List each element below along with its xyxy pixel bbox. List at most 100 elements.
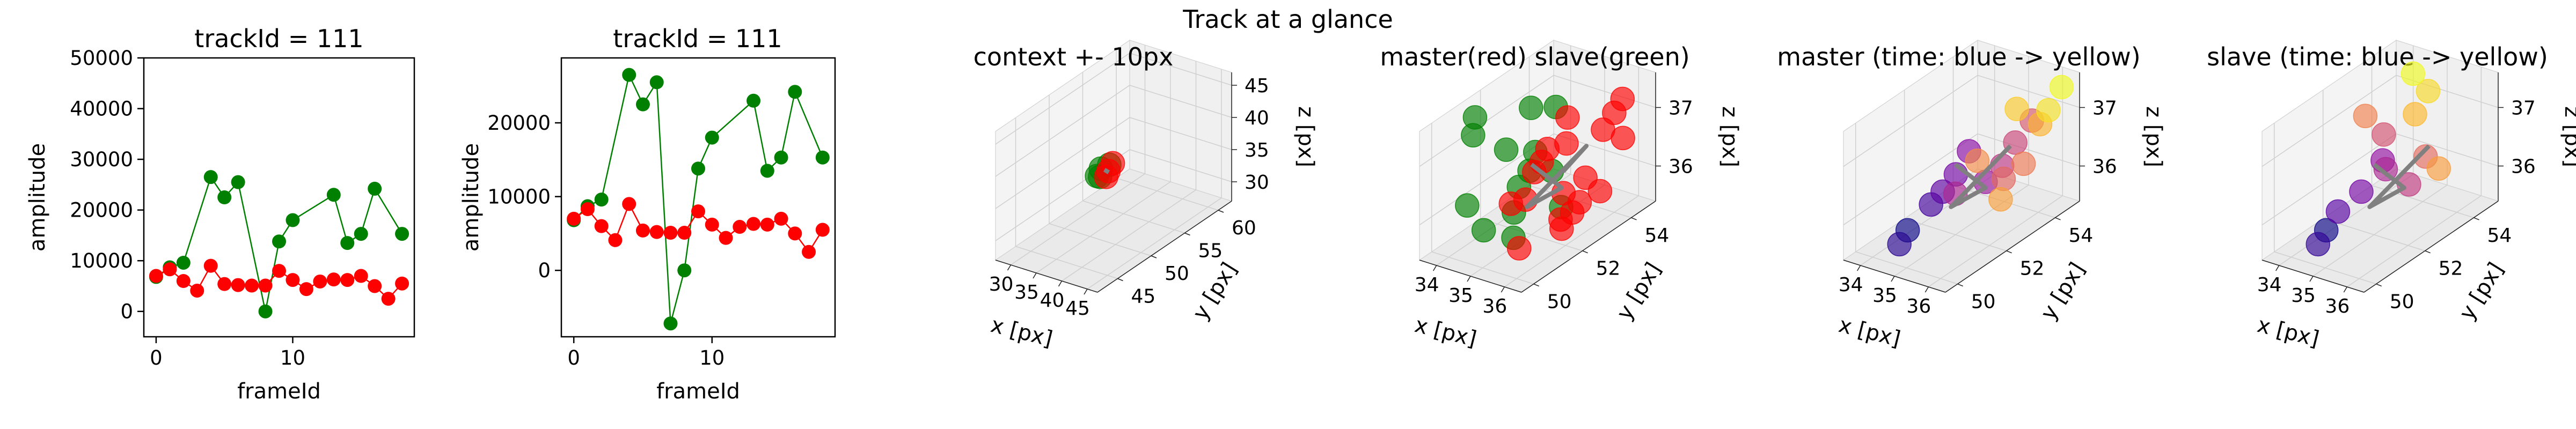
x-tick-label: 36 xyxy=(1906,295,1931,317)
data-point xyxy=(381,292,396,306)
data-point xyxy=(1991,166,2016,191)
y-axis-line xyxy=(1521,201,1656,293)
data-point xyxy=(1965,148,1990,173)
z-gridline xyxy=(2262,133,2499,226)
data-point xyxy=(719,231,733,245)
x-gridline xyxy=(1504,67,1640,287)
z-gridline xyxy=(1843,133,2080,226)
data-point xyxy=(395,227,409,241)
chart-title: context +- 10px xyxy=(974,42,1174,71)
z-gridline xyxy=(995,149,1232,241)
z-tick-label: 40 xyxy=(1245,107,1269,129)
y-tick-label: 10000 xyxy=(487,186,551,209)
y-tick xyxy=(1631,217,1637,220)
plot-area xyxy=(1085,151,1125,189)
y-gridline xyxy=(1431,123,1534,285)
data-point xyxy=(774,150,788,165)
y-tick-label: 45 xyxy=(1131,286,1156,308)
x-tick xyxy=(1007,264,1012,271)
data-point xyxy=(313,274,327,289)
x-tick xyxy=(1891,276,1895,282)
y-tick-label: 50000 xyxy=(70,47,133,70)
x-tick-label: 35 xyxy=(1448,285,1473,307)
z-tick-label: 37 xyxy=(1668,97,1693,119)
data-point xyxy=(622,197,636,211)
x-axis-label: frameId xyxy=(656,379,740,404)
data-point xyxy=(176,255,191,270)
line-chart-1: 0 10 0 10000 20000 30000 40000 50000 trackId = 1… xyxy=(25,24,415,404)
data-point xyxy=(774,211,788,226)
y-tick-label: 52 xyxy=(1596,258,1621,280)
data-point xyxy=(231,278,245,292)
y-axis-label: y [px] xyxy=(1188,258,1242,324)
plot-area xyxy=(1455,86,1635,261)
chart-title: master(red) slave(green) xyxy=(1380,42,1689,71)
x-axis-label: x [px] xyxy=(1412,313,1479,352)
data-point xyxy=(691,161,705,176)
x-tick-label: 36 xyxy=(2325,295,2350,317)
data-point xyxy=(368,181,382,196)
data-point xyxy=(1455,193,1480,218)
y-tick xyxy=(2473,217,2479,220)
data-point xyxy=(815,223,830,237)
data-point xyxy=(677,226,692,240)
plot-area xyxy=(1887,75,2074,257)
x-tick-label: 30 xyxy=(989,273,1014,295)
data-point xyxy=(2036,98,2061,123)
data-point xyxy=(594,193,609,207)
data-point xyxy=(203,170,218,184)
data-point xyxy=(2349,179,2374,204)
y-tick-label: 54 xyxy=(1645,225,1670,247)
axes-frame xyxy=(560,57,836,338)
data-point xyxy=(788,226,802,241)
data-point xyxy=(663,316,678,331)
y-gridline xyxy=(1082,72,1185,234)
data-point xyxy=(286,213,300,227)
z-gridline xyxy=(995,117,1232,209)
x-tick-label: 35 xyxy=(2291,285,2316,307)
z-gridline xyxy=(995,85,1232,177)
data-point xyxy=(1587,179,1613,204)
data-point xyxy=(691,204,705,219)
data-point xyxy=(635,223,650,238)
data-point xyxy=(176,274,191,288)
data-point xyxy=(190,283,204,298)
x-tick-label: 40 xyxy=(1040,290,1065,312)
y-tick xyxy=(1218,210,1224,213)
series-line-3 xyxy=(246,336,247,337)
y-tick-label: 55 xyxy=(1198,240,1223,262)
z-tick-label: 36 xyxy=(2092,156,2117,178)
data-point xyxy=(1555,105,1580,130)
data-point xyxy=(272,264,286,278)
data-point xyxy=(395,276,409,291)
y-tick xyxy=(2376,283,2382,287)
data-point xyxy=(705,130,719,145)
x-tick-label: 10 xyxy=(280,346,305,369)
x-tick-label: 10 xyxy=(699,346,724,369)
z-tick-label: 36 xyxy=(1668,156,1693,178)
z-tick-label: 37 xyxy=(2092,97,2117,119)
chart-title: master (time: blue -> yellow) xyxy=(1777,42,2140,71)
data-point xyxy=(2325,199,2351,224)
x-axis-label: x [px] xyxy=(988,313,1055,352)
data-point xyxy=(705,217,719,232)
y-tick-label: 54 xyxy=(2069,225,2094,247)
data-point xyxy=(217,190,232,204)
x-gridline xyxy=(1036,53,1171,273)
x-tick xyxy=(2275,265,2280,271)
plots-layer: 0 10 0 10000 20000 30000 40000 50000 trackId = 1… xyxy=(25,24,2576,404)
data-point xyxy=(1507,236,1532,261)
z-gridline xyxy=(2262,75,2499,167)
z-gridline xyxy=(1843,75,2080,167)
y-gridline xyxy=(1015,117,1118,279)
y-tick-label: 10000 xyxy=(70,249,133,272)
data-point xyxy=(286,273,300,287)
data-point xyxy=(635,97,650,112)
z-tick-label: 45 xyxy=(1245,75,1269,97)
x-tick-label: 35 xyxy=(1872,285,1897,307)
data-point xyxy=(2049,75,2074,100)
figure-title: Track at a glance xyxy=(1182,5,1393,34)
data-point xyxy=(733,220,747,234)
y-axis-line xyxy=(1945,201,2080,293)
